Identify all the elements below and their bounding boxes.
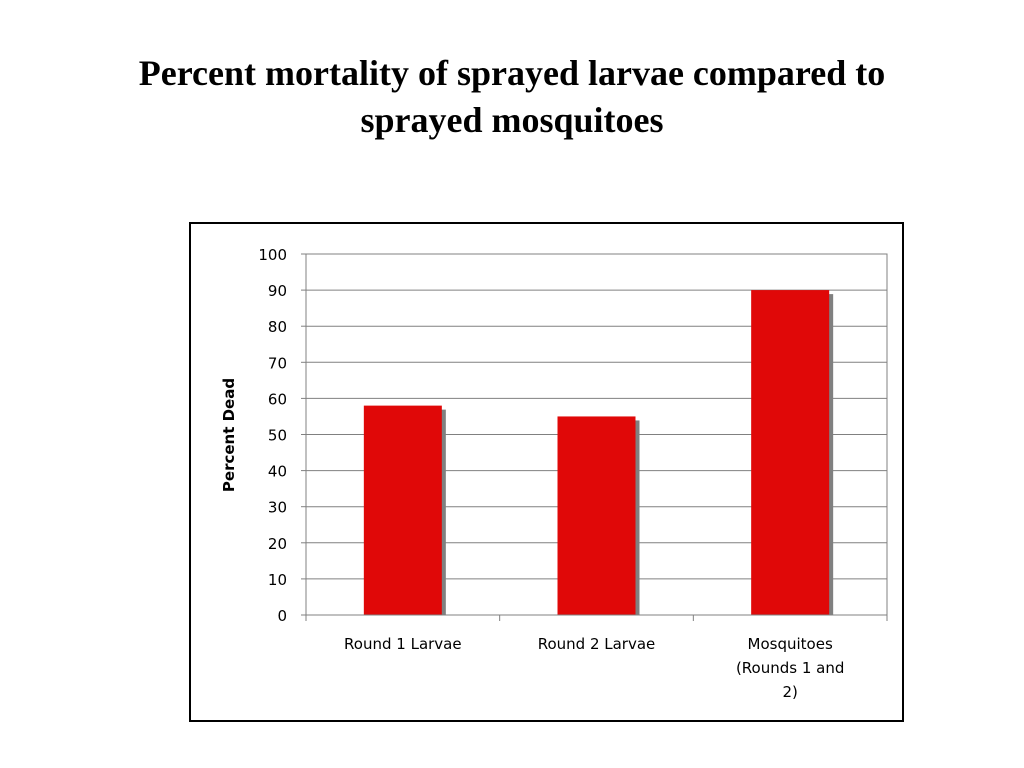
y-tick-label: 60 [268,390,287,408]
y-tick-label: 20 [268,535,287,553]
y-tick-label: 90 [268,282,287,300]
x-tick-label-line: (Rounds 1 and [736,659,844,677]
y-tick-label: 100 [258,246,287,264]
y-tick-label: 80 [268,318,287,336]
y-axis-label: Percent Dead [220,378,238,492]
bar [557,416,636,615]
axes [301,253,888,621]
bar [363,405,442,615]
y-tick-label: 40 [268,463,287,481]
slide-title: Percent mortality of sprayed larvae comp… [60,50,964,144]
x-tick-label-line: Mosquitoes [748,635,833,653]
slide-title-line-1: Percent mortality of sprayed larvae comp… [138,53,886,93]
x-tick-label-line: 2) [782,683,797,701]
chart-frame: 0 10 20 30 40 50 60 70 80 90 100 Round 1 Larvae Rou… [189,222,904,722]
bar [751,290,830,615]
y-tick-label: 0 [277,607,287,625]
x-tick-label-line: Round 2 Larvae [538,635,656,653]
x-tick-label: Mosquitoes (Rounds 1 and 2) [736,635,844,701]
y-tick-label: 30 [268,499,287,517]
x-tick-label: Round 2 Larvae [538,635,656,653]
x-tick-labels: Round 1 Larvae Round 2 Larvae Mosquitoes (R… [344,635,844,701]
bars [363,290,830,615]
x-tick-label: Round 1 Larvae [344,635,462,653]
slide-title-line-2: sprayed mosquitoes [360,100,664,140]
y-tick-labels: 0 10 20 30 40 50 60 70 80 90 100 [258,246,287,625]
y-tick-label: 50 [268,427,287,445]
x-tick-label-line: Round 1 Larvae [344,635,462,653]
y-tick-label: 70 [268,354,287,372]
y-tick-label: 10 [268,571,287,589]
